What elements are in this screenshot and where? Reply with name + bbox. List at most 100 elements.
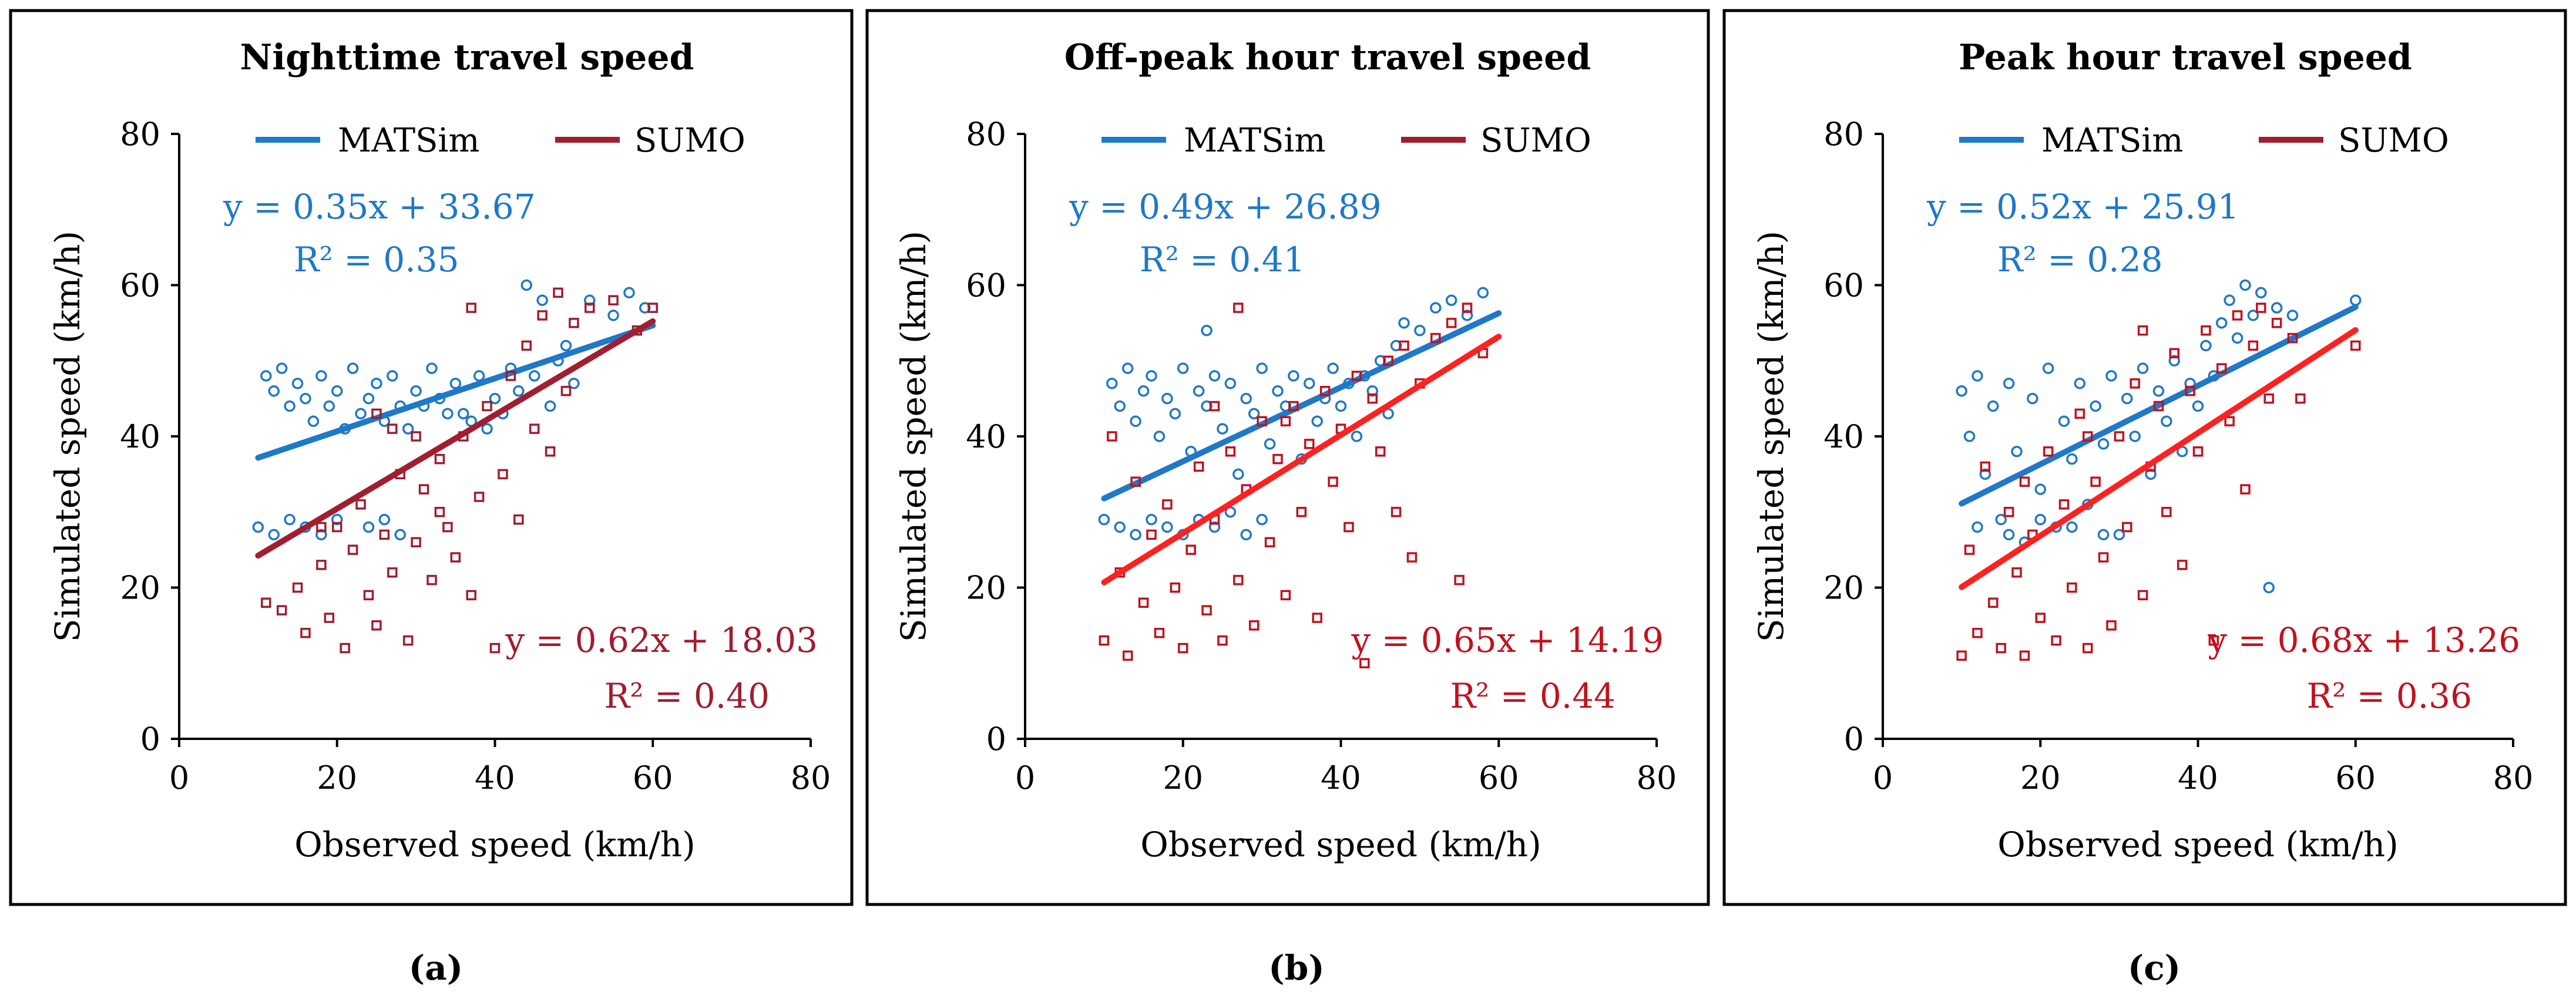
data-point-sumo — [1264, 537, 1275, 547]
data-point-sumo — [2192, 446, 2204, 457]
data-point-matsim — [426, 362, 438, 374]
data-point-matsim — [1963, 430, 1976, 442]
data-point-matsim — [2350, 294, 2362, 306]
data-point-matsim — [2271, 302, 2283, 314]
data-point-matsim — [2097, 529, 2110, 541]
data-point-sumo — [411, 537, 421, 547]
data-point-sumo — [434, 453, 445, 465]
data-point-matsim — [268, 385, 280, 397]
data-point-matsim — [1201, 325, 1213, 337]
data-point-matsim — [1256, 513, 1268, 526]
chart-title: Off-peak hour travel speed — [1064, 37, 1591, 78]
data-point-sumo — [2122, 522, 2132, 533]
data-point-matsim — [276, 362, 288, 374]
data-point-matsim — [2034, 513, 2046, 526]
data-point-sumo — [473, 492, 485, 502]
r2-sumo: R² = 0.40 — [604, 676, 770, 716]
r2-sumo: R² = 0.44 — [1450, 676, 1616, 716]
data-point-matsim — [1351, 430, 1363, 442]
y-tick-label: 0 — [1844, 721, 1864, 758]
data-point-sumo — [2240, 484, 2251, 495]
data-point-matsim — [1264, 438, 1276, 450]
data-point-sumo — [2153, 401, 2164, 412]
data-point-matsim — [2090, 400, 2101, 412]
data-point-matsim — [1311, 415, 1323, 427]
y-tick-label: 0 — [140, 721, 160, 758]
data-point-matsim — [2034, 483, 2046, 495]
data-point-matsim — [2255, 287, 2267, 299]
data-point-sumo — [1980, 461, 1991, 472]
data-point-sumo — [1430, 332, 1441, 344]
data-point-matsim — [2247, 310, 2259, 321]
equation-matsim: y = 0.52x + 25.91 — [1926, 187, 2239, 227]
data-point-matsim — [2003, 378, 2015, 389]
data-point-sumo — [1233, 302, 1244, 313]
data-point-sumo — [1185, 544, 1196, 555]
x-tick-label: 40 — [475, 759, 515, 796]
data-point-sumo — [316, 522, 327, 533]
data-point-sumo — [371, 620, 382, 631]
data-point-matsim — [331, 385, 343, 397]
data-point-matsim — [2152, 385, 2165, 397]
data-point-matsim — [2161, 415, 2172, 427]
data-point-sumo — [418, 484, 429, 495]
x-tick-label: 80 — [2493, 759, 2534, 796]
data-point-sumo — [1344, 522, 1354, 533]
data-point-matsim — [1130, 415, 1141, 427]
data-point-matsim — [1256, 362, 1268, 374]
data-point-matsim — [1956, 385, 1967, 397]
data-point-sumo — [466, 302, 476, 313]
data-point-matsim — [1217, 423, 1228, 435]
y-tick-label: 40 — [966, 418, 1006, 455]
y-axis-label: Simulated speed (km/h) — [48, 231, 88, 642]
series-sumo: y = 0.62x + 18.03 R² = 0.40 — [255, 287, 818, 716]
data-point-matsim — [1327, 362, 1339, 374]
data-point-sumo — [521, 340, 532, 351]
data-point-matsim — [2058, 415, 2070, 427]
data-point-sumo — [2130, 378, 2140, 389]
data-point-sumo — [450, 552, 461, 563]
data-point-matsim — [394, 529, 406, 541]
legend-label-matsim: MATSim — [1184, 122, 1325, 160]
legend: MATSim SUMO — [1101, 122, 1591, 160]
series-sumo: y = 0.65x + 14.19 R² = 0.44 — [1099, 302, 1664, 716]
equation-sumo: y = 0.62x + 18.03 — [505, 620, 818, 660]
data-point-matsim — [1414, 325, 1426, 337]
data-point-sumo — [545, 446, 556, 457]
data-point-matsim — [536, 294, 548, 306]
data-point-sumo — [1248, 620, 1260, 631]
data-point-matsim — [2066, 453, 2078, 465]
data-point-matsim — [284, 400, 295, 412]
data-point-matsim — [362, 392, 375, 405]
data-point-matsim — [1232, 468, 1244, 480]
data-point-matsim — [2215, 317, 2228, 329]
data-point-matsim — [1098, 513, 1110, 526]
trendline-matsim — [255, 322, 656, 461]
data-point-matsim — [1477, 287, 1489, 299]
data-point-sumo — [1304, 439, 1315, 449]
data-point-sumo — [292, 582, 303, 593]
r2-sumo: R² = 0.36 — [2306, 676, 2472, 716]
data-point-sumo — [2090, 476, 2101, 487]
panel-a: Nighttime travel speed 0 20 40 60 80 0 20 40 60 80… — [9, 9, 854, 906]
data-point-sumo — [442, 522, 453, 533]
x-tick-label: 60 — [633, 759, 673, 796]
data-point-sumo — [2082, 643, 2093, 654]
data-point-sumo — [647, 302, 658, 313]
data-point-matsim — [2113, 529, 2125, 541]
data-point-matsim — [1445, 294, 1457, 306]
data-point-matsim — [1366, 385, 1378, 397]
data-point-matsim — [2176, 446, 2188, 458]
panel-label: (a) — [409, 948, 463, 988]
data-point-sumo — [2058, 499, 2070, 510]
y-tick-label: 0 — [986, 721, 1006, 758]
panel-c: Peak hour travel speed 0 20 40 60 80 0 20 40 60 80… — [1722, 9, 2567, 906]
data-point-matsim — [528, 370, 540, 382]
data-point-sumo — [608, 295, 619, 305]
data-point-sumo — [2177, 560, 2188, 570]
y-tick-label: 40 — [120, 418, 160, 455]
x-tick-label: 20 — [1163, 759, 1203, 796]
data-point-matsim — [2003, 529, 2015, 541]
y-tick-label: 20 — [1823, 570, 1864, 607]
trendline-matsim — [1101, 310, 1502, 502]
